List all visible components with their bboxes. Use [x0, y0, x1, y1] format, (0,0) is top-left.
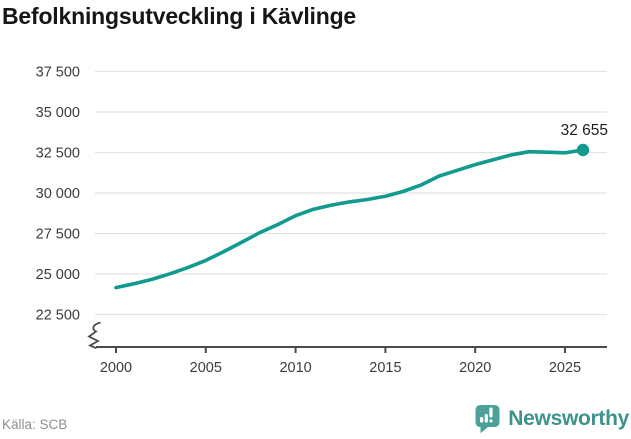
source-label: Källa: SCB [2, 417, 68, 432]
x-axis-label: 2015 [369, 360, 401, 376]
x-axis-label: 2020 [459, 360, 491, 376]
y-axis-label: 27 500 [36, 227, 80, 243]
newsworthy-wordmark: Newsworthy [508, 406, 629, 430]
y-axis-break-icon [87, 321, 101, 350]
x-axis-label: 2000 [100, 360, 132, 376]
newsworthy-bubble-chart-icon [475, 405, 500, 434]
population-trend-line [114, 148, 585, 290]
latest-point-marker [576, 143, 590, 157]
x-axis-label: 2005 [190, 360, 222, 376]
y-axis-label: 30 000 [36, 186, 80, 202]
x-axis-label: 2010 [279, 360, 311, 376]
y-axis-label: 35 000 [36, 105, 80, 121]
latest-value-label: 32 655 [561, 122, 608, 139]
y-axis-label: 22 500 [36, 308, 80, 324]
y-axis-label: 32 500 [36, 146, 80, 162]
newsworthy-logo: Newsworthy [474, 403, 629, 434]
y-axis-label: 37 500 [36, 65, 80, 81]
page-title: Befolkningsutveckling i Kävlinge [2, 3, 357, 29]
x-axis-label: 2025 [549, 360, 581, 376]
population-line-chart: 37 500 35 000 32 500 30 000 27 500 25 000 22 5… [36, 65, 608, 377]
y-axis-label: 25 000 [36, 267, 80, 283]
